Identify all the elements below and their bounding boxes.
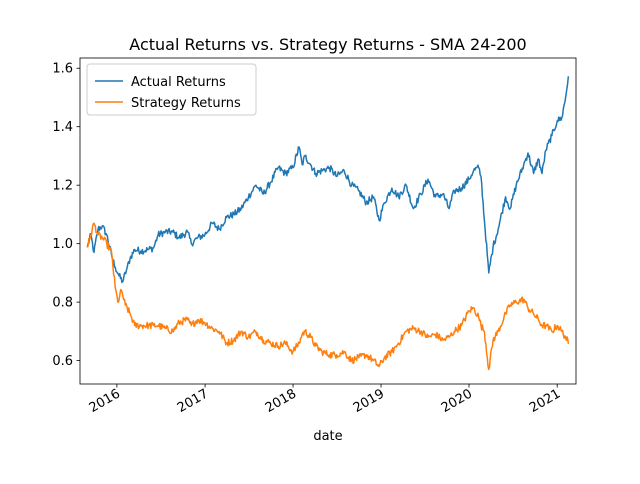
legend: Actual Returns Strategy Returns (86, 63, 257, 116)
legend-label-1: Actual Returns (131, 75, 226, 90)
x-axis-label: date (313, 429, 342, 444)
y-tick-label: 1.0 (52, 237, 73, 252)
y-tick-label: 0.8 (52, 296, 73, 311)
series-line-2 (86, 222, 570, 371)
legend-box (86, 63, 257, 116)
y-tick-label: 1.6 (52, 62, 73, 77)
axes-frame (79, 57, 577, 385)
legend-label-2: Strategy Returns (131, 96, 241, 111)
series-line-1 (86, 76, 570, 284)
series-layer (86, 76, 570, 371)
y-tick-label: 1.4 (52, 120, 73, 135)
y-tick-label: 1.2 (52, 179, 73, 194)
chart-title: Actual Returns vs. Strategy Returns - SM… (129, 35, 526, 54)
y-tick-label: 0.6 (52, 354, 73, 369)
